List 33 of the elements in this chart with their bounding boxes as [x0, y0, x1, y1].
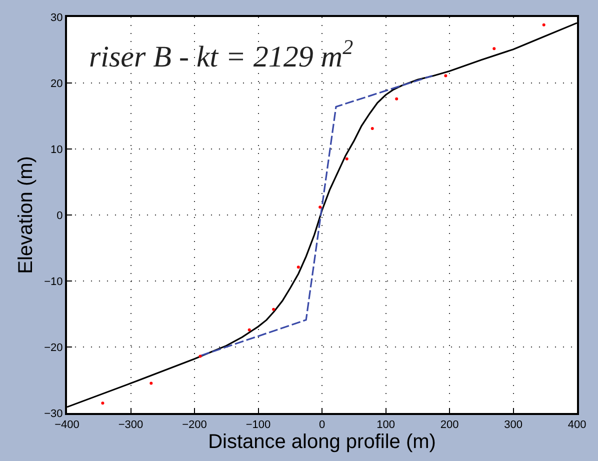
x-tick-label: 0: [318, 419, 326, 432]
point: [370, 127, 374, 130]
point: [345, 157, 348, 160]
x-axis-title: Distance along profile (m): [208, 431, 436, 454]
point: [198, 354, 202, 358]
x-tick-label: −200: [182, 419, 207, 432]
y-tick-label: −20: [44, 342, 63, 354]
line-series: [200, 74, 434, 356]
point: [395, 97, 398, 100]
y-tick-label: 10: [50, 144, 63, 156]
point: [318, 206, 322, 209]
x-tick-label: −300: [118, 419, 144, 432]
point: [272, 308, 276, 311]
y-tick-label: 20: [50, 78, 63, 90]
x-tick-label: 300: [504, 419, 522, 432]
x-tick-label: 400: [568, 419, 586, 432]
x-tick-label: 100: [376, 419, 395, 432]
y-tick-label: 30: [50, 12, 63, 24]
point: [296, 266, 300, 269]
point: [150, 382, 153, 385]
x-tick-label: 200: [440, 419, 459, 432]
point: [248, 328, 251, 332]
text: riser B - kt = 2129 m$^{2}$: [89, 35, 354, 74]
point: [101, 402, 104, 405]
y-tick-label: −10: [44, 276, 63, 288]
y-axis-title: Elevation (m): [15, 156, 38, 274]
point: [492, 47, 496, 50]
x-tick-label: −100: [246, 419, 271, 432]
point: [542, 23, 546, 26]
x-tick-label: −400: [54, 419, 80, 432]
point: [444, 74, 448, 78]
y-tick-label: 0: [56, 210, 63, 222]
y-tick-label: −30: [44, 408, 63, 420]
